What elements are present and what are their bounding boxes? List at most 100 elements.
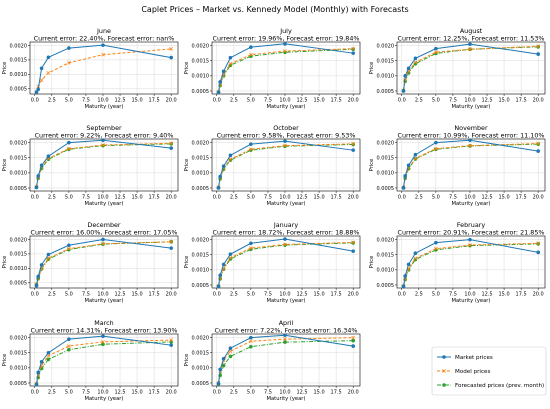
y-tick-label: 0.0020 <box>192 43 210 49</box>
x-tick-label: 5.0 <box>432 292 440 298</box>
y-tick-label: 0.0010 <box>377 74 395 80</box>
y-tick-label: 0.0010 <box>10 171 28 177</box>
x-tick-label: 7.5 <box>82 195 90 201</box>
data-point <box>434 140 438 145</box>
series-line-market-prices <box>35 139 172 188</box>
x-tick-label: 12.5 <box>481 292 492 298</box>
x-tick-label: 10.0 <box>464 292 475 298</box>
y-axis-label: Price <box>369 159 375 172</box>
data-point <box>169 47 174 51</box>
x-tick-label: 2.5 <box>230 195 238 201</box>
x-tick-label: 2.5 <box>48 292 56 298</box>
subplot-title-line: August <box>460 27 483 35</box>
subplot-title-line: Current error: 20.91%, Forecast error: 2… <box>398 229 545 237</box>
x-tick-label: 12.5 <box>114 195 125 201</box>
data-point <box>283 49 287 53</box>
data-point <box>218 367 222 372</box>
data-point <box>101 52 105 57</box>
series-line-model-prices <box>402 242 539 286</box>
y-axis-label: Price <box>2 159 8 172</box>
y-tick-label: 0.0015 <box>10 351 28 357</box>
x-tick-label: 7.5 <box>264 390 272 396</box>
y-tick-label: 0.0020 <box>10 335 28 341</box>
y-tick-label: 0.0015 <box>10 252 28 258</box>
x-tick-label: 5.0 <box>65 98 73 104</box>
data-point <box>413 56 418 61</box>
data-point <box>249 142 253 146</box>
series-line-forecasted-prices-prev-month <box>217 48 354 93</box>
x-axis-label: Maturity (year) <box>267 396 306 402</box>
subplot-title-line: September <box>86 124 122 132</box>
x-tick-label: 17.5 <box>331 390 342 396</box>
x-tick-label: 20.0 <box>348 98 359 104</box>
x-tick-label: 15.0 <box>499 195 510 201</box>
x-tick-label: 10.0 <box>97 195 108 201</box>
data-point <box>101 342 105 347</box>
data-point <box>406 163 411 168</box>
data-point <box>218 174 222 179</box>
axes-frame <box>211 41 361 95</box>
axes-frame <box>29 333 179 387</box>
data-point <box>216 381 221 386</box>
data-point <box>46 357 51 362</box>
data-point <box>413 251 418 256</box>
legend-marker <box>442 369 446 373</box>
data-point <box>34 283 39 288</box>
y-tick-label: 0.0005 <box>10 281 28 287</box>
data-point <box>169 246 173 250</box>
subplot-title-line: December <box>87 221 121 229</box>
data-point <box>216 186 221 190</box>
data-point <box>216 284 221 289</box>
y-tick-label: 0.0015 <box>377 59 395 65</box>
data-point <box>249 339 253 344</box>
x-axis-label: Maturity (year) <box>85 104 124 110</box>
y-tick-label: 0.0010 <box>10 266 28 272</box>
x-tick-label: 10.0 <box>97 390 108 396</box>
data-point <box>46 256 51 261</box>
data-point <box>249 241 253 246</box>
x-tick-label: 17.5 <box>516 98 527 104</box>
legend-marker <box>442 383 446 387</box>
y-axis-label: Price <box>184 62 190 75</box>
x-tick-label: 10.0 <box>97 98 108 104</box>
y-tick-label: 0.0015 <box>377 156 395 162</box>
x-tick-label: 15.0 <box>499 98 510 104</box>
x-tick-label: 7.5 <box>449 292 457 298</box>
x-tick-label: 0.0 <box>213 390 221 396</box>
series-line-market-prices <box>217 140 354 189</box>
subplot-title-line: Current error: 12.25%, Forecast error: 1… <box>398 35 545 43</box>
data-point <box>67 60 71 65</box>
y-axis-label: Price <box>2 354 8 367</box>
series-line-market-prices <box>35 238 172 286</box>
y-tick-label: 0.0010 <box>10 72 28 78</box>
data-point <box>401 186 406 190</box>
x-tick-label: 0.0 <box>31 390 39 396</box>
x-tick-label: 15.0 <box>132 390 143 396</box>
subplot-title-line: Current error: 9.22%, Forecast error: 9.… <box>35 132 174 140</box>
axes-frame <box>29 41 179 95</box>
x-tick-label: 12.5 <box>296 390 307 396</box>
subplot-title-line: Current error: 19.96%, Forecast error: 1… <box>213 35 360 43</box>
figure-title: Caplet Prices – Market vs. Kennedy Model… <box>141 5 408 14</box>
data-point <box>36 174 40 178</box>
series-line-forecasted-prices-prev-month <box>402 243 539 287</box>
data-point <box>34 90 39 95</box>
data-point <box>434 46 438 51</box>
data-point <box>249 52 253 57</box>
data-point <box>101 340 105 344</box>
data-point <box>169 239 174 244</box>
y-tick-label: 0.0015 <box>192 156 210 162</box>
data-point <box>216 90 221 95</box>
data-point <box>351 249 355 253</box>
x-axis-label: Maturity (year) <box>267 298 306 304</box>
subplot-title-line: Current error: 10.99%, Forecast error: 1… <box>398 132 545 140</box>
y-tick-label: 0.0005 <box>377 283 395 289</box>
data-point <box>228 252 233 256</box>
data-point <box>283 139 287 143</box>
x-tick-label: 7.5 <box>82 390 90 396</box>
